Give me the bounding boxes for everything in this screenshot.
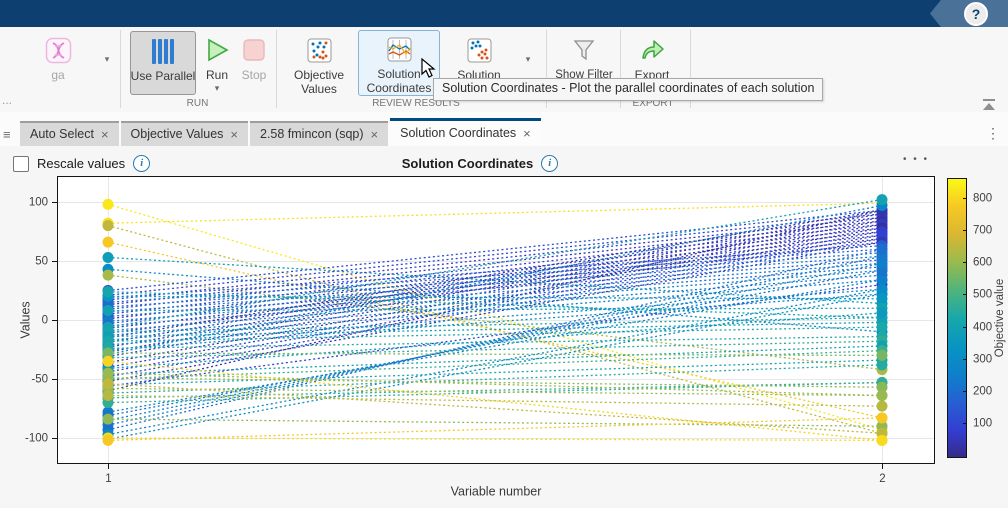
close-icon[interactable]: × (523, 126, 531, 141)
tab-label: Solution Coordinates (400, 126, 517, 140)
run-group-label: RUN (186, 98, 209, 109)
help-icon[interactable]: ? (964, 1, 988, 26)
hamburger-icon[interactable]: ≡ (3, 127, 11, 142)
review-gallery-dropdown[interactable]: ▾ (518, 54, 538, 64)
scatter-plot-icon (307, 34, 332, 66)
tab-solution-coordinates[interactable]: Solution Coordinates × (390, 118, 541, 146)
solution-button[interactable]: Solution (446, 31, 512, 82)
solver-gallery-dropdown[interactable]: ▾ (98, 54, 116, 64)
close-icon[interactable]: × (370, 127, 379, 142)
cursor-icon (420, 57, 438, 83)
tab-label: Auto Select (30, 127, 94, 141)
filter-funnel-icon (571, 34, 597, 66)
solution-coordinates-plot[interactable] (0, 175, 1008, 508)
tab-label: Objective Values (130, 127, 224, 141)
rescale-values-checkbox[interactable] (13, 155, 29, 172)
dna-icon (45, 34, 72, 66)
tab-fmincon-sqp[interactable]: 2.58 fmincon (sqp) × (250, 121, 389, 146)
objective-values-label-1: Objective (293, 68, 345, 82)
close-icon[interactable]: × (100, 127, 109, 142)
ga-label: ga (51, 68, 65, 82)
plot-title: Solution Coordinates (401, 156, 534, 171)
rescale-values-label: Rescale values (37, 156, 126, 171)
solver-partial-label[interactable]: ... (2, 93, 13, 107)
parallel-coordinates-icon (387, 34, 412, 65)
chevron-down-icon: ▾ (104, 54, 110, 64)
chevron-down-icon: ▾ (525, 54, 531, 64)
export-arrow-icon (639, 34, 666, 66)
tab-label: 2.58 fmincon (sqp) (260, 127, 364, 141)
solution-coordinates-label-2: Coordinates (366, 81, 432, 95)
ga-solver-button[interactable]: ga (26, 31, 90, 82)
plot-options-icon[interactable]: • • • (903, 154, 930, 165)
document-tab-bar: ≡ Auto Select × Objective Values × 2.58 … (0, 112, 1008, 147)
run-button[interactable]: Run ▾ (201, 31, 233, 93)
stop-button: Stop (238, 31, 270, 82)
run-dropdown-icon[interactable]: ▾ (214, 83, 220, 93)
tab-auto-select[interactable]: Auto Select × (20, 121, 119, 146)
tab-objective-values[interactable]: Objective Values × (120, 121, 248, 146)
help-banner: ? (930, 0, 1008, 27)
run-label: Run (205, 68, 228, 82)
run-play-icon (204, 34, 230, 66)
solution-coordinates-label-1: Solution (377, 67, 421, 81)
app-title-bar: ? (0, 0, 1008, 27)
solution-coordinates-button[interactable]: Solution Coordinates (358, 30, 440, 96)
close-icon[interactable]: × (230, 127, 238, 142)
objective-values-label-2: Values (301, 82, 337, 96)
stop-label: Stop (241, 68, 267, 82)
show-filter-button[interactable]: Show Filter (552, 31, 616, 82)
info-icon[interactable]: i (133, 155, 151, 172)
group-separator (120, 30, 121, 108)
use-parallel-toggle[interactable]: Use Parallel (130, 31, 196, 95)
use-parallel-label: Use Parallel (130, 69, 196, 83)
group-separator (620, 30, 621, 108)
group-separator (546, 30, 547, 108)
export-group-label: EXPORT (632, 98, 674, 109)
info-icon[interactable]: i (541, 155, 559, 172)
stop-square-icon (242, 34, 266, 66)
collapse-ribbon-button[interactable] (982, 99, 996, 110)
group-separator (276, 30, 277, 108)
tooltip: Solution Coordinates - Plot the parallel… (433, 78, 824, 101)
export-button[interactable]: Export (626, 31, 678, 82)
tab-options-icon[interactable]: ⋮ (986, 125, 1000, 141)
solution-scatter-icon (467, 34, 492, 66)
group-separator (690, 30, 691, 108)
parallel-bars-icon (152, 35, 174, 67)
review-results-group-label: REVIEW RESULTS (372, 98, 460, 109)
objective-values-button[interactable]: Objective Values (286, 31, 352, 96)
